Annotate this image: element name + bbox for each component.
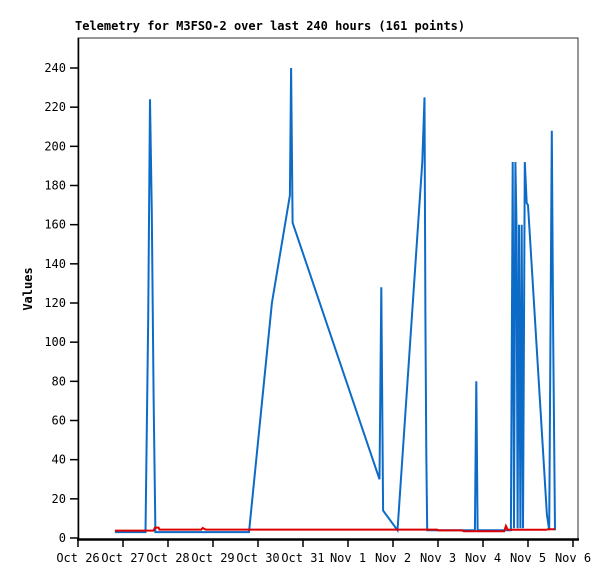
x-tick-label: Nov 3 (420, 551, 456, 565)
x-tick-label: Nov 2 (375, 551, 411, 565)
x-tick-label: Nov 5 (510, 551, 546, 565)
y-tick-label: 100 (44, 335, 66, 349)
x-tick-label: Oct 30 (236, 551, 279, 565)
y-tick-label: 80 (52, 374, 66, 388)
y-tick-label: 200 (44, 139, 66, 153)
series-line-baseline-values (114, 523, 555, 533)
y-tick-label: 20 (52, 492, 66, 506)
y-tick-label: 120 (44, 296, 66, 310)
x-tick-label: Oct 28 (146, 551, 189, 565)
y-tick-label: 240 (44, 61, 66, 75)
x-tick-label: Oct 27 (101, 551, 144, 565)
chart-title: Telemetry for M3FSO-2 over last 240 hour… (75, 19, 466, 33)
x-tick-label: Oct 26 (56, 551, 99, 565)
x-tick-label: Nov 6 (555, 551, 591, 565)
series-line-telemetry-values (114, 67, 556, 534)
x-tick-label: Oct 29 (191, 551, 234, 565)
x-tick-label: Oct 31 (281, 551, 324, 565)
y-tick-label: 0 (59, 531, 66, 545)
y-axis-title: Values (21, 267, 35, 310)
y-tick-label: 60 (52, 414, 66, 428)
y-tick-label: 140 (44, 257, 66, 271)
y-tick-label: 180 (44, 179, 66, 193)
y-tick-label: 220 (44, 100, 66, 114)
x-tick-label: Nov 4 (465, 551, 501, 565)
x-tick-label: Nov 1 (330, 551, 366, 565)
y-tick-label: 40 (52, 453, 66, 467)
y-tick-label: 160 (44, 218, 66, 232)
